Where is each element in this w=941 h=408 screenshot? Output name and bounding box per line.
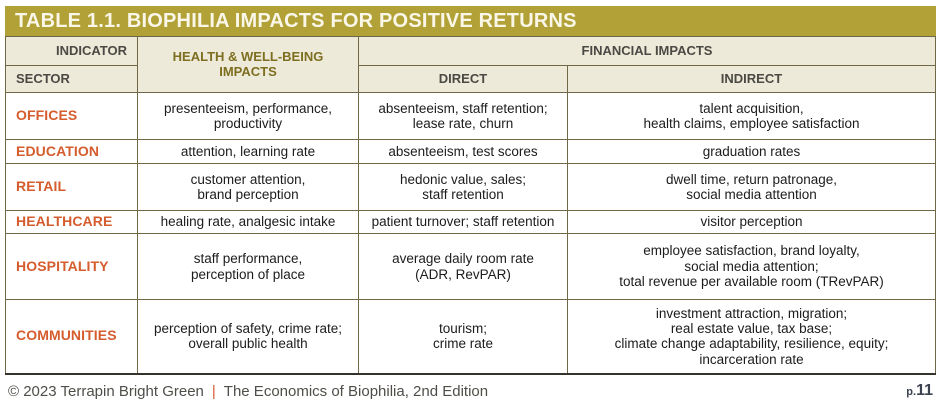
sector-label: HEALTHCARE xyxy=(5,210,138,234)
footer-separator: | xyxy=(211,382,216,400)
page-prefix: p. xyxy=(906,386,917,398)
health-impacts-cell: presenteeism, performance, productivity xyxy=(137,92,359,140)
footer-source: The Economics of Biophilia, 2nd Edition xyxy=(223,382,489,400)
indirect-impacts-cell: investment attraction, migration; real e… xyxy=(567,299,936,374)
health-impacts-cell: staff performance, perception of place xyxy=(137,233,359,300)
indirect-impacts-cell: employee satisfaction, brand loyalty, so… xyxy=(567,233,936,300)
header-health-impacts: HEALTH & WELL-BEING IMPACTS xyxy=(137,36,359,93)
health-impacts-cell: perception of safety, crime rate; overal… xyxy=(137,299,359,374)
health-impacts-cell: healing rate, analgesic intake xyxy=(137,210,359,234)
table-row: OFFICES presenteeism, performance, produ… xyxy=(5,92,936,140)
header-sector: SECTOR xyxy=(5,65,138,93)
indirect-impacts-cell: talent acquisition, health claims, emplo… xyxy=(567,92,936,140)
biophilia-impacts-table: INDICATOR HEALTH & WELL-BEING IMPACTS FI… xyxy=(5,36,936,375)
table-title-bar: TABLE 1.1. BIOPHILIA IMPACTS FOR POSITIV… xyxy=(5,6,936,36)
header-direct: DIRECT xyxy=(358,65,568,93)
indirect-impacts-cell: graduation rates xyxy=(567,139,936,164)
page-value: 11 xyxy=(916,382,933,399)
header-financial-impacts: FINANCIAL IMPACTS xyxy=(358,36,936,66)
header-indicator: INDICATOR xyxy=(5,36,138,66)
footer-copyright: © 2023 Terrapin Bright Green xyxy=(8,382,204,400)
health-impacts-cell: attention, learning rate xyxy=(137,139,359,164)
header-indirect: INDIRECT xyxy=(567,65,936,93)
table-row: RETAIL customer attention, brand percept… xyxy=(5,163,936,211)
sector-label: HOSPITALITY xyxy=(5,233,138,300)
direct-impacts-cell: absenteeism, test scores xyxy=(358,139,568,164)
table-row: HOSPITALITY staff performance, perceptio… xyxy=(5,233,936,300)
footer-citation: © 2023 Terrapin Bright Green | The Econo… xyxy=(8,383,488,400)
table-title: TABLE 1.1. BIOPHILIA IMPACTS FOR POSITIV… xyxy=(15,9,577,32)
sector-label: OFFICES xyxy=(5,92,138,140)
direct-impacts-cell: tourism; crime rate xyxy=(358,299,568,374)
sector-label: EDUCATION xyxy=(5,139,138,164)
page-number: p.11 xyxy=(906,382,933,400)
direct-impacts-cell: absenteeism, staff retention; lease rate… xyxy=(358,92,568,140)
table-row: COMMUNITIES perception of safety, crime … xyxy=(5,299,936,374)
indirect-impacts-cell: dwell time, return patronage, social med… xyxy=(567,163,936,211)
table-row: EDUCATION attention, learning rate absen… xyxy=(5,139,936,164)
direct-impacts-cell: average daily room rate (ADR, RevPAR) xyxy=(358,233,568,300)
sector-label: RETAIL xyxy=(5,163,138,211)
sector-label: COMMUNITIES xyxy=(5,299,138,374)
footer: © 2023 Terrapin Bright Green | The Econo… xyxy=(5,375,936,408)
table-row: HEALTHCARE healing rate, analgesic intak… xyxy=(5,210,936,234)
table-header: INDICATOR HEALTH & WELL-BEING IMPACTS FI… xyxy=(5,36,936,93)
direct-impacts-cell: hedonic value, sales; staff retention xyxy=(358,163,568,211)
indirect-impacts-cell: visitor perception xyxy=(567,210,936,234)
health-impacts-cell: customer attention, brand perception xyxy=(137,163,359,211)
direct-impacts-cell: patient turnover; staff retention xyxy=(358,210,568,234)
